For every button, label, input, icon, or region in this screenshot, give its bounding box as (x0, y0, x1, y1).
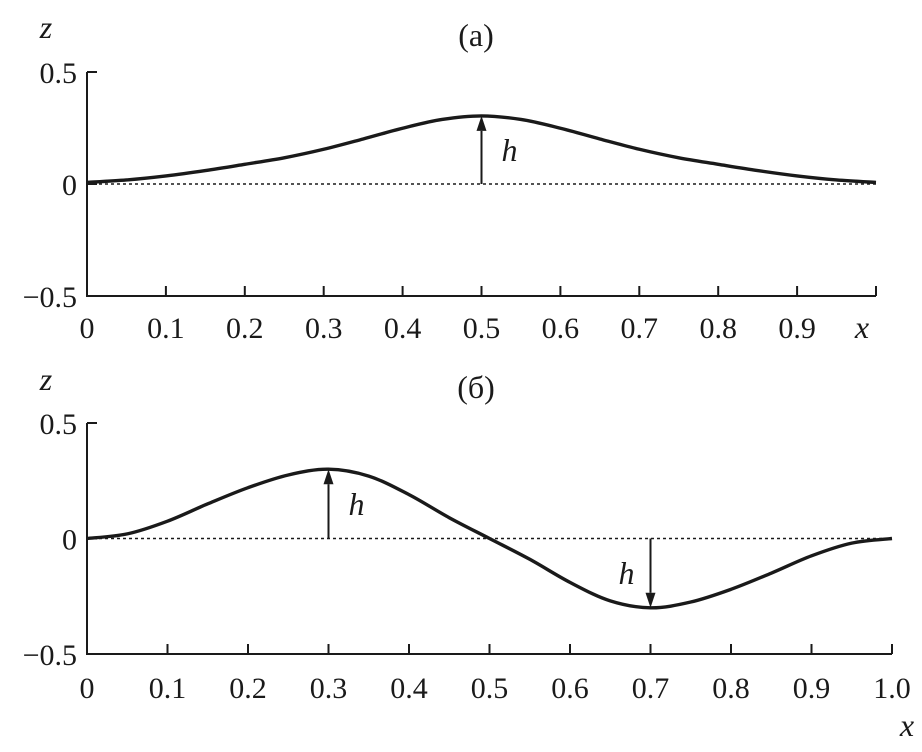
y-tick-label: 0.5 (40, 57, 78, 90)
series-line (86, 467, 893, 610)
x-tick-label: 0.5 (471, 672, 509, 705)
x-tick-label: 0.8 (712, 672, 750, 705)
x-tick-label: 0 (80, 312, 95, 345)
y-tick-label: −0.5 (23, 639, 77, 672)
y-tick-label: 0 (62, 169, 77, 202)
x-tick-label: 1.0 (873, 672, 911, 705)
x-tick-label: 0.9 (778, 312, 816, 345)
x-axis-label: x (899, 707, 914, 743)
x-tick-label: 0.6 (551, 672, 589, 705)
h-annotation-label: h (502, 132, 518, 168)
series-line (86, 114, 877, 185)
panel-a-chart: 0.50−0.50 0.1 0.2 0.3 0.4 0.5 0.6 0.7 0.8 0.9zx(а… (23, 9, 877, 345)
h-arrow-head (476, 115, 487, 131)
x-tick-label: 0.6 (542, 312, 580, 345)
x-tick-label: 0.9 (793, 672, 831, 705)
y-tick-label: −0.5 (23, 281, 77, 314)
y-axis-label: z (39, 9, 53, 45)
x-tick-label: 0.5 (463, 312, 501, 345)
x-tick-label: 0.7 (621, 312, 659, 345)
panel-title: (б) (457, 369, 495, 405)
h-annotation-label: h (619, 555, 635, 591)
x-axis-label: x (854, 309, 869, 345)
x-tick-label: 0 (80, 672, 95, 705)
h-annotation-label: h (349, 486, 365, 522)
x-tick-label: 0.3 (310, 672, 348, 705)
x-tick-label: 0.7 (632, 672, 670, 705)
y-tick-label: 0 (62, 524, 77, 557)
x-tick-label: 0.3 (305, 312, 343, 345)
x-tick-label: 0.8 (699, 312, 737, 345)
panel-title: (а) (458, 17, 494, 53)
y-axis-label: z (39, 361, 53, 397)
x-tick-label: 0.4 (384, 312, 422, 345)
h-arrow-head (645, 592, 656, 608)
x-tick-label: 0.1 (149, 672, 187, 705)
x-tick-label: 0.2 (226, 312, 264, 345)
panel-b-chart: 0.50−0.50 0.1 0.2 0.3 0.4 0.5 0.6 0.7 0.8 0.9 1.0z… (23, 361, 915, 743)
x-tick-label: 0.4 (390, 672, 428, 705)
x-tick-label: 0.2 (229, 672, 267, 705)
h-arrow-head (323, 469, 334, 485)
x-tick-label: 0.1 (147, 312, 185, 345)
y-tick-label: 0.5 (40, 408, 78, 441)
